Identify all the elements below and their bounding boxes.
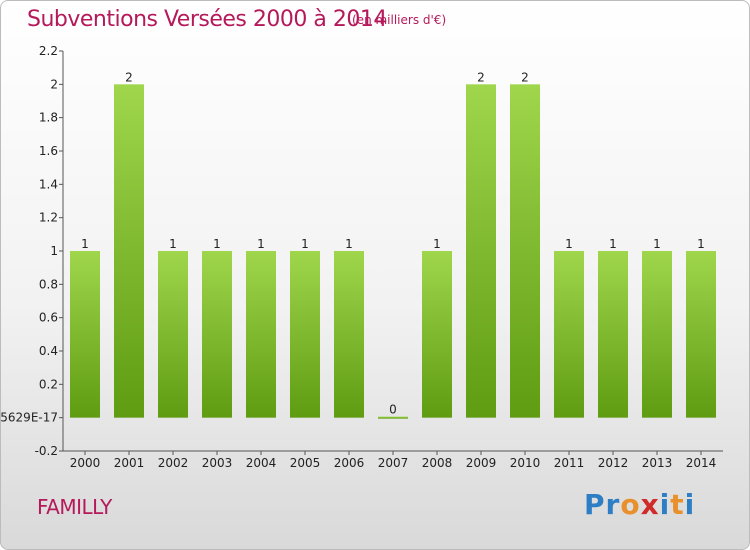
data-label: 1 bbox=[169, 237, 177, 251]
x-tick-label: 2012 bbox=[598, 456, 629, 470]
bar bbox=[466, 84, 496, 418]
commune-name: FAMILLY bbox=[37, 495, 112, 519]
data-label: 1 bbox=[345, 237, 353, 251]
logo-letter: P bbox=[584, 488, 606, 521]
y-tick-label: -1.15629E-17 bbox=[1, 411, 58, 425]
y-tick-label: -0.2 bbox=[35, 444, 58, 458]
bar bbox=[290, 251, 320, 418]
data-label: 1 bbox=[81, 237, 89, 251]
x-tick-label: 2001 bbox=[114, 456, 145, 470]
proxiti-logo: Proxiti bbox=[584, 488, 695, 521]
x-tick-label: 2004 bbox=[246, 456, 277, 470]
bar bbox=[246, 251, 276, 418]
y-tick-label: 1.4 bbox=[39, 177, 58, 191]
data-label: 1 bbox=[653, 237, 661, 251]
y-tick-label: 0.2 bbox=[39, 377, 58, 391]
y-tick-label: 1 bbox=[50, 244, 58, 258]
bar bbox=[598, 251, 628, 418]
bar bbox=[202, 251, 232, 418]
x-tick-label: 2005 bbox=[290, 456, 321, 470]
bar bbox=[334, 251, 364, 418]
x-tick-label: 2014 bbox=[686, 456, 717, 470]
data-label: 1 bbox=[565, 237, 573, 251]
bar bbox=[422, 251, 452, 418]
x-tick-label: 2010 bbox=[510, 456, 541, 470]
y-tick-label: 1.2 bbox=[39, 211, 58, 225]
data-label: 0 bbox=[389, 403, 397, 417]
x-tick-label: 2008 bbox=[422, 456, 453, 470]
data-label: 1 bbox=[697, 237, 705, 251]
data-label: 1 bbox=[213, 237, 221, 251]
y-tick-label: 0.6 bbox=[39, 311, 58, 325]
y-tick-label: 1.8 bbox=[39, 111, 58, 125]
data-label: 1 bbox=[301, 237, 309, 251]
x-tick-label: 2013 bbox=[642, 456, 673, 470]
y-tick-label: 0.4 bbox=[39, 344, 58, 358]
data-label: 2 bbox=[477, 70, 485, 84]
bar bbox=[642, 251, 672, 418]
logo-letter: i bbox=[684, 488, 696, 521]
logo-letter: r bbox=[605, 488, 621, 521]
logo-letter: o bbox=[620, 488, 641, 521]
y-tick-label: 1.6 bbox=[39, 144, 58, 158]
bar bbox=[114, 84, 144, 418]
y-tick-label: 2.2 bbox=[39, 44, 58, 58]
x-tick-label: 2006 bbox=[334, 456, 365, 470]
x-tick-label: 2002 bbox=[158, 456, 189, 470]
bar bbox=[686, 251, 716, 418]
chart-title: Subventions Versées 2000 à 2014 bbox=[27, 7, 387, 32]
logo-letter: i bbox=[659, 488, 671, 521]
x-tick-label: 2009 bbox=[466, 456, 497, 470]
unit-label: (en milliers d'€) bbox=[352, 13, 447, 27]
logo-letter: t bbox=[670, 488, 685, 521]
bar bbox=[510, 84, 540, 418]
y-tick-label: 0.8 bbox=[39, 277, 58, 291]
data-label: 1 bbox=[433, 237, 441, 251]
data-label: 1 bbox=[609, 237, 617, 251]
bar bbox=[378, 416, 408, 419]
data-label: 1 bbox=[257, 237, 265, 251]
bar bbox=[70, 251, 100, 418]
x-tick-label: 2003 bbox=[202, 456, 233, 470]
bar bbox=[158, 251, 188, 418]
x-tick-label: 2007 bbox=[378, 456, 409, 470]
y-tick-label: 2 bbox=[50, 77, 58, 91]
data-label: 2 bbox=[125, 70, 133, 84]
bar bbox=[554, 251, 584, 418]
x-tick-label: 2011 bbox=[554, 456, 585, 470]
data-label: 2 bbox=[521, 70, 529, 84]
logo-letter: x bbox=[640, 488, 660, 521]
x-tick-label: 2000 bbox=[70, 456, 101, 470]
